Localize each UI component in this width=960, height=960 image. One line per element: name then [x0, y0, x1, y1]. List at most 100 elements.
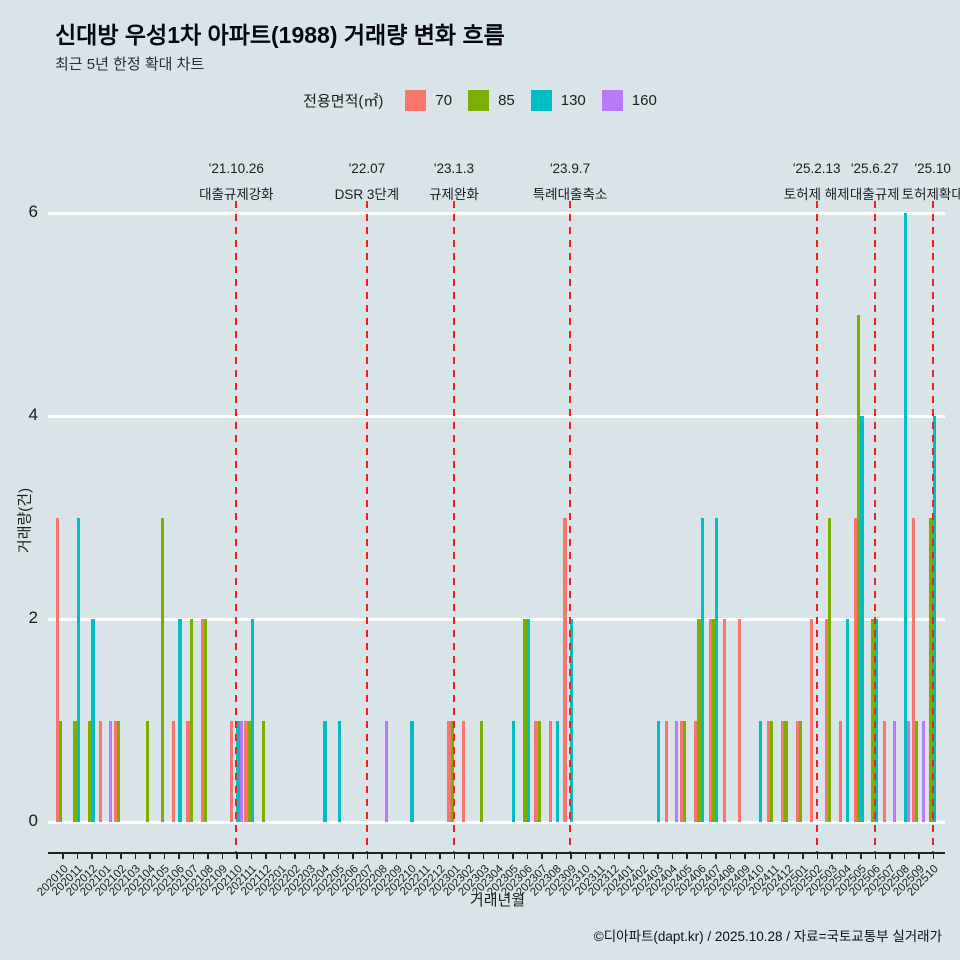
- bar: [860, 416, 864, 822]
- bar: [907, 720, 911, 822]
- x-tick: [120, 853, 122, 859]
- bar: [827, 517, 832, 822]
- legend-item-130: 130: [530, 90, 586, 111]
- x-tick: [657, 853, 659, 859]
- bar: [784, 720, 788, 822]
- x-tick: [76, 853, 79, 859]
- y-axis-title: 거래량(건): [16, 487, 34, 554]
- legend-swatch: [530, 90, 552, 111]
- y-tick-label: 4: [28, 405, 38, 424]
- legend-title: 전용면적(㎡): [303, 93, 384, 110]
- bar: [73, 720, 77, 822]
- bar: [708, 619, 712, 822]
- bar: [694, 720, 698, 822]
- x-tick: [91, 853, 93, 859]
- event-date-label: '25.6.27: [850, 161, 899, 176]
- bar: [250, 619, 255, 822]
- bar: [856, 314, 861, 822]
- x-tick: [192, 853, 195, 859]
- event-line: [873, 201, 876, 852]
- x-tick: [395, 853, 398, 859]
- bar: [679, 720, 683, 822]
- x-tick: [105, 853, 108, 859]
- bar: [874, 619, 878, 822]
- x-tick: [686, 853, 688, 859]
- bar: [824, 619, 828, 822]
- x-tick: [758, 853, 761, 859]
- page-subtitle: 최근 5년 한정 확대 차트: [55, 56, 205, 73]
- event-date-label: '22.07: [348, 161, 386, 176]
- bar: [853, 517, 857, 822]
- bar: [337, 720, 342, 822]
- event-date-label: '25.2.13: [792, 161, 841, 176]
- legend-item-label: 130: [560, 92, 586, 109]
- grid-line: [48, 211, 945, 215]
- x-tick: [570, 853, 572, 859]
- bar: [146, 720, 150, 822]
- x-tick: [279, 853, 282, 859]
- bar: [534, 720, 538, 822]
- bar: [871, 619, 875, 822]
- x-tick: [366, 853, 369, 859]
- bar: [932, 416, 937, 822]
- bar: [461, 720, 466, 822]
- legend: 전용면적(㎡) 70 85 130 160: [0, 90, 960, 111]
- x-tick: [236, 853, 238, 859]
- footer-credit: ©디아파트(dapt.kr) / 2025.10.28 / 자료=국토교통부 실…: [593, 929, 942, 944]
- bar: [113, 720, 117, 822]
- bar: [700, 517, 704, 822]
- x-tick: [729, 853, 732, 859]
- event-name-label: 토허제 해제: [783, 187, 850, 202]
- event-date-label: '21.10.26: [208, 161, 264, 176]
- x-tick: [294, 853, 296, 859]
- bar: [55, 517, 59, 822]
- event-date-label: '23.1.3: [433, 161, 475, 176]
- x-tick: [163, 853, 166, 859]
- bar: [109, 720, 113, 822]
- y-tick-label: 2: [28, 608, 38, 627]
- x-tick: [845, 853, 848, 859]
- x-tick: [715, 853, 717, 859]
- bar: [204, 619, 208, 822]
- x-tick: [903, 853, 906, 859]
- x-tick: [265, 853, 267, 859]
- x-tick: [744, 853, 746, 859]
- bar: [262, 720, 266, 822]
- event-name-label: 대출규제: [849, 187, 900, 202]
- x-tick: [439, 853, 441, 859]
- legend-swatch: [601, 90, 623, 111]
- x-tick: [874, 853, 877, 859]
- bar: [911, 517, 915, 822]
- x-tick: [512, 853, 514, 859]
- bar: [410, 720, 414, 822]
- legend-item-85: 85: [468, 90, 515, 111]
- x-tick: [816, 853, 819, 859]
- event-line: [235, 201, 238, 852]
- bar: [384, 720, 389, 822]
- bar: [570, 619, 574, 822]
- bar: [91, 619, 95, 822]
- bar: [563, 517, 567, 822]
- x-tick: [860, 853, 862, 859]
- page-title: 신대방 우성1차 아파트(1988) 거래량 변화 흐름: [55, 22, 505, 48]
- x-tick: [773, 853, 775, 859]
- bar: [674, 720, 679, 822]
- x-tick: [468, 853, 470, 859]
- legend-item-70: 70: [405, 90, 452, 111]
- y-tick-label: 6: [28, 202, 38, 221]
- legend-item-label: 85: [498, 92, 515, 109]
- bar: [903, 213, 908, 822]
- x-tick: [62, 853, 64, 859]
- x-tick: [381, 853, 383, 859]
- x-tick: [149, 853, 151, 859]
- bar: [526, 619, 530, 822]
- x-tick: [628, 853, 630, 859]
- bar: [189, 619, 193, 822]
- bar: [447, 720, 451, 822]
- x-tick: [337, 853, 340, 859]
- bar: [711, 619, 716, 822]
- legend-item-160: 160: [601, 90, 657, 111]
- bar: [769, 720, 774, 822]
- event-line: [452, 201, 455, 852]
- bar: [247, 720, 251, 822]
